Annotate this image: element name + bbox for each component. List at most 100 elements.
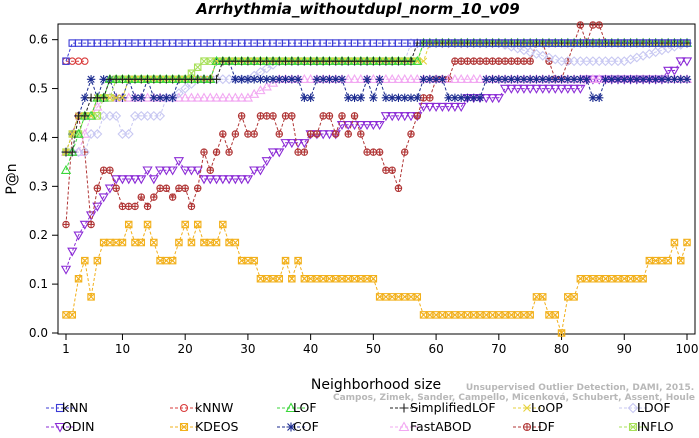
- data-point-odin: [292, 139, 304, 149]
- data-point-ldf: [175, 184, 183, 192]
- data-point-cof: [544, 75, 554, 84]
- data-point-cof: [237, 75, 246, 84]
- data-point-ldf: [350, 112, 359, 120]
- data-point-kdeos: [382, 293, 390, 301]
- x-tick-label: 70: [491, 342, 506, 356]
- x-tick-label: 90: [617, 342, 632, 356]
- data-point-ldof: [173, 88, 184, 99]
- data-point-odin: [73, 231, 84, 241]
- legend-label-ldf: LDF: [531, 419, 555, 434]
- data-point-odin: [286, 139, 297, 149]
- legend-item-knnw: kNNW: [170, 400, 233, 415]
- data-point-odin: [192, 166, 203, 176]
- data-point-ldf: [294, 148, 302, 156]
- series-line-odin: [65, 60, 687, 270]
- data-point-fastabod: [198, 92, 210, 102]
- data-point-odin: [374, 120, 385, 131]
- data-point-odin: [249, 166, 260, 176]
- y-axis: 0.0 0.1 0.2 0.3 0.4 0.5 0.6: [29, 33, 58, 340]
- legend-marker-cof: [286, 422, 296, 432]
- legend-item-odin: ODIN: [46, 419, 95, 434]
- data-point-ldf: [457, 57, 465, 65]
- data-point-odin: [380, 112, 392, 122]
- legend-label-knnw: kNNW: [195, 400, 233, 415]
- y-tick-label: 0.5: [29, 82, 48, 96]
- data-point-ldf: [200, 148, 208, 156]
- data-point-ldf: [137, 193, 146, 201]
- data-point-knn: [683, 39, 691, 47]
- data-point-kdeos: [81, 256, 89, 265]
- data-point-kdeos: [187, 238, 196, 247]
- legend: kNN kNNW LOF SimplifiedLOF LoOP LDOF ODIN KDEOS…: [46, 400, 674, 434]
- data-point-odin: [223, 175, 235, 185]
- y-tick-label: 0.2: [29, 228, 48, 242]
- legend-label-lof: LOF: [293, 400, 317, 415]
- data-point-ldf: [495, 57, 503, 65]
- x-tick-label: 50: [366, 342, 381, 356]
- data-point-fastabod: [180, 92, 191, 102]
- data-point-fastabod: [462, 73, 473, 84]
- data-point-cof: [663, 75, 673, 84]
- data-point-cof: [99, 75, 108, 84]
- data-point-ldf: [143, 202, 152, 211]
- credit-line-2: Unsupervised Outlier Detection, DAMI, 20…: [466, 383, 694, 393]
- data-point-odin: [318, 130, 329, 140]
- data-point-cof: [256, 75, 265, 84]
- data-point-odin: [154, 166, 166, 176]
- data-point-fastabod: [211, 92, 222, 102]
- data-point-odin: [424, 102, 435, 112]
- data-point-cof: [519, 75, 529, 84]
- data-point-fastabod: [456, 73, 467, 84]
- data-point-kdeos: [294, 256, 302, 265]
- data-point-cof: [149, 93, 159, 103]
- data-point-odin: [518, 84, 530, 94]
- data-point-ldf: [150, 193, 158, 201]
- data-point-odin: [324, 130, 335, 140]
- data-point-odin: [211, 175, 222, 185]
- data-point-ldf: [262, 112, 271, 120]
- data-point-odin: [387, 112, 398, 122]
- data-point-ldf: [426, 94, 434, 102]
- data-point-ldf: [338, 112, 346, 120]
- data-point-ldf: [269, 112, 277, 120]
- data-point-cof: [494, 75, 504, 84]
- data-point-kdeos: [664, 256, 672, 265]
- data-point-ldof: [531, 48, 542, 59]
- data-point-odin: [173, 157, 185, 167]
- data-point-ldf: [507, 57, 516, 65]
- data-point-ldf: [369, 148, 378, 156]
- data-point-kdeos: [212, 238, 221, 247]
- legend-marker-knn: [55, 403, 65, 413]
- data-point-ldof: [537, 50, 548, 61]
- legend-marker-odin: [54, 422, 66, 433]
- data-point-odin: [267, 148, 279, 158]
- series-knn: [62, 39, 691, 65]
- data-point-kdeos: [576, 274, 585, 283]
- legend-marker-fastabod: [398, 421, 410, 432]
- data-point-cof: [331, 75, 340, 84]
- data-point-ldf: [231, 130, 240, 138]
- data-point-ldf: [300, 148, 309, 156]
- legend-marker-lof: [285, 402, 297, 413]
- chart-title: Arrhythmia_withoutdupl_norm_10_v09: [195, 0, 519, 18]
- data-point-ldf: [589, 21, 597, 29]
- data-point-cof: [155, 93, 165, 103]
- legend-item-lof: LOF: [277, 400, 317, 415]
- data-point-cof: [475, 93, 485, 103]
- data-point-ldf: [451, 57, 459, 65]
- data-point-odin: [405, 112, 417, 122]
- data-point-kdeos: [626, 274, 635, 283]
- data-point-ldf: [212, 148, 221, 156]
- data-point-cof: [488, 75, 497, 84]
- data-point-ldof: [518, 45, 529, 56]
- data-point-cof: [400, 93, 409, 103]
- data-point-cof: [569, 75, 579, 84]
- data-point-fastabod: [349, 73, 360, 84]
- data-point-odin: [556, 84, 567, 94]
- data-point-odin: [98, 193, 109, 203]
- data-point-fastabod: [399, 73, 410, 84]
- data-point-ldof: [155, 110, 166, 121]
- data-point-ldf: [87, 220, 95, 229]
- data-point-inflo: [200, 57, 208, 65]
